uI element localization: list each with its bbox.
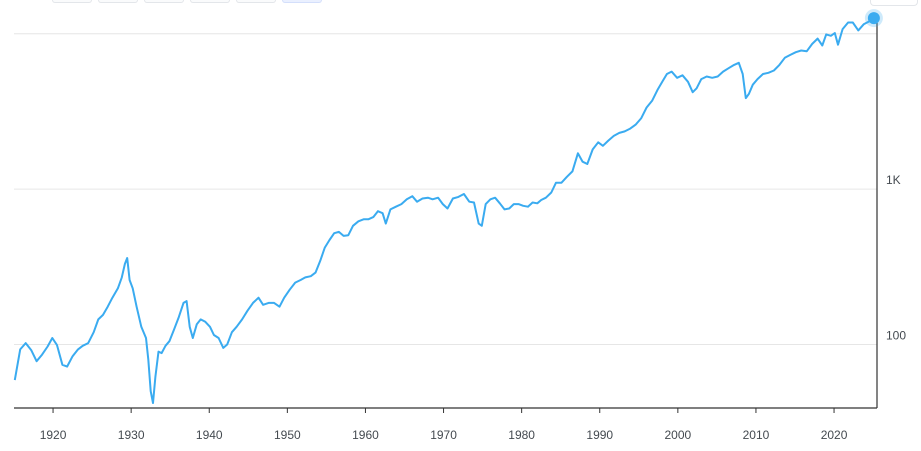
range-tab-selected[interactable]	[282, 0, 322, 3]
y-tick-label: 100	[886, 328, 906, 342]
chart-options-button[interactable]	[870, 0, 918, 6]
range-tab[interactable]	[52, 0, 92, 3]
x-tick-label: 1990	[586, 428, 613, 442]
last-point-marker[interactable]	[867, 12, 880, 25]
x-tick-label: 1980	[508, 428, 535, 442]
y-axis: 100 1K	[876, 16, 906, 408]
x-tick-label: 1970	[430, 428, 457, 442]
range-tab[interactable]	[98, 0, 138, 3]
range-tab[interactable]	[190, 0, 230, 3]
x-tick-label: 2020	[821, 428, 848, 442]
y-tick-label: 1K	[886, 173, 901, 187]
gridlines	[14, 33, 877, 345]
x-tick-label: 2010	[743, 428, 770, 442]
x-tick-label: 1930	[118, 428, 145, 442]
x-tick-label: 1940	[196, 428, 223, 442]
series-line	[13, 17, 875, 404]
x-tick-label: 1920	[40, 428, 67, 442]
range-tab[interactable]	[144, 0, 184, 3]
x-tick-label: 1960	[352, 428, 379, 442]
x-tick-label: 1950	[274, 428, 301, 442]
x-axis: 1920 1930 1940 1950 1960 1970 1980 1990 2000 2010…	[14, 407, 877, 442]
time-range-tabs	[52, 0, 322, 3]
x-tick-label: 2000	[664, 428, 691, 442]
range-tab[interactable]	[236, 0, 276, 3]
